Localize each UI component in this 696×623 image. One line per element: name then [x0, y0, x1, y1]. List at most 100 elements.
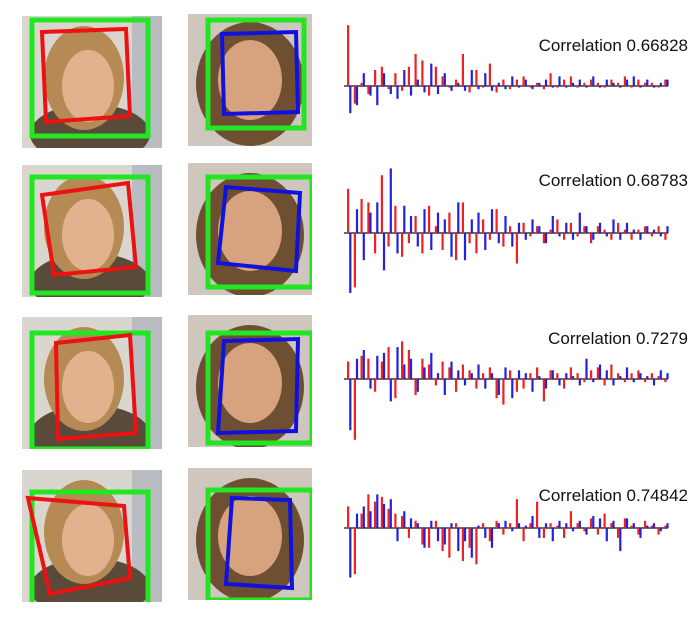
bar-mark: [382, 504, 386, 528]
bar-mark: [544, 233, 548, 244]
bar-mark: [347, 188, 350, 233]
left-face-photo-graphic: [22, 470, 162, 602]
bar-mark: [441, 361, 444, 379]
bar-mark: [428, 86, 431, 96]
correlation-label: Correlation 0.68783: [539, 171, 688, 191]
bar-mark: [360, 355, 363, 379]
bar-mark: [556, 86, 559, 88]
bar-mark: [603, 86, 606, 88]
comparison-row: Correlation 0.68783: [0, 163, 696, 313]
bar-mark: [619, 86, 622, 88]
bar-mark: [482, 86, 485, 88]
bar-mark: [457, 202, 460, 233]
bar-mark: [558, 76, 561, 86]
bar-mark: [536, 226, 539, 233]
bar-mark: [475, 528, 478, 565]
bar-mark: [353, 528, 356, 575]
bar-mark: [542, 528, 545, 538]
bar-mark: [639, 528, 642, 538]
bar-mark: [592, 379, 595, 383]
bar-mark: [387, 86, 390, 90]
correlation-label: Correlation 0.7279: [548, 329, 688, 349]
correlation-bar-chart: [344, 25, 669, 114]
bar-mark: [468, 233, 471, 244]
bar-mark: [369, 511, 372, 528]
bar-mark: [430, 352, 433, 379]
bar-mark: [380, 361, 383, 379]
bar-mark: [637, 370, 640, 379]
bar-mark: [556, 219, 559, 233]
face-detection-box: [205, 174, 312, 290]
bar-mark: [403, 70, 406, 86]
bar-mark: [355, 209, 359, 233]
bar-mark: [450, 86, 453, 91]
bar-mark: [470, 219, 473, 233]
bar-mark: [625, 518, 629, 528]
bar-mark: [603, 229, 606, 233]
comparison-row: Correlation 0.74842: [0, 468, 696, 618]
bar-mark: [605, 79, 608, 86]
bar-mark: [664, 525, 667, 528]
bar-mark: [509, 226, 512, 233]
bar-mark: [421, 233, 424, 254]
bar-mark: [551, 86, 554, 88]
bar-mark: [625, 367, 629, 379]
bar-mark: [565, 523, 568, 528]
bar-mark: [401, 341, 404, 379]
bar-mark: [497, 379, 500, 395]
bar-mark: [664, 379, 667, 383]
bar-mark: [619, 376, 622, 379]
bar-mark: [583, 528, 586, 532]
bar-mark: [367, 358, 370, 379]
bar-mark: [511, 233, 514, 247]
bar-mark: [585, 86, 588, 88]
bar-mark: [590, 79, 593, 86]
bar-mark: [578, 212, 581, 233]
bar-mark: [374, 233, 377, 254]
bar-mark: [585, 358, 588, 379]
bar-mark: [504, 520, 507, 528]
bar-mark: [536, 367, 539, 379]
correlation-text: Correlation: [548, 329, 632, 348]
bar-mark: [443, 528, 446, 545]
bar-mark: [434, 379, 437, 386]
bar-mark: [396, 86, 399, 99]
bar-mark: [436, 528, 440, 542]
bar-mark: [659, 528, 662, 532]
face-detection-box: [205, 17, 307, 131]
face-detection-box: [205, 487, 312, 600]
bar-mark: [639, 233, 642, 240]
bar-mark: [470, 528, 473, 558]
bar-mark: [650, 525, 653, 528]
bar-mark: [488, 367, 491, 379]
bar-mark: [355, 358, 359, 379]
bar-mark: [434, 66, 437, 86]
bar-mark: [495, 86, 498, 93]
bar-mark: [475, 233, 478, 254]
bar-mark: [639, 86, 642, 88]
bar-mark: [443, 73, 446, 86]
right-face-photo: [188, 468, 328, 600]
bar-mark: [495, 379, 498, 399]
bar-mark: [416, 379, 419, 392]
correlation-bar-chart: [344, 494, 669, 578]
bar-mark: [558, 379, 561, 386]
right-face-photo: [188, 315, 328, 447]
correlation-text: Correlation: [538, 486, 622, 505]
bar-mark: [659, 82, 662, 86]
bar-mark: [448, 528, 451, 558]
bar-mark: [511, 76, 514, 86]
right-face-photo-graphic: [188, 468, 312, 600]
bar-mark: [569, 222, 572, 233]
bar-mark: [596, 82, 599, 86]
bar-mark: [551, 216, 554, 233]
bar-mark: [617, 82, 620, 86]
bar-mark: [403, 364, 406, 379]
bar-mark: [538, 376, 541, 379]
bar-mark: [522, 379, 525, 389]
bar-mark: [455, 379, 458, 392]
bar-mark: [367, 86, 370, 94]
face-detection-box: [29, 17, 151, 139]
bar-mark: [403, 205, 406, 233]
bar-mark: [623, 76, 626, 86]
